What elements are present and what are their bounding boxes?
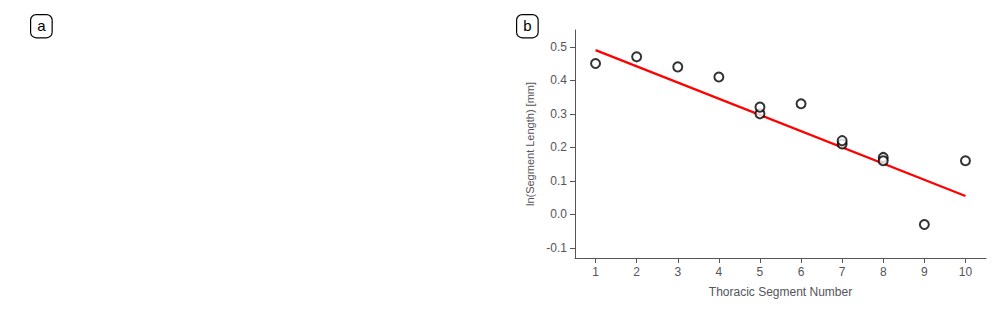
svg-text:4: 4	[716, 265, 723, 279]
svg-text:6: 6	[798, 265, 805, 279]
svg-text:10: 10	[959, 265, 973, 279]
svg-text:9: 9	[921, 265, 928, 279]
svg-text:a: a	[37, 17, 46, 34]
svg-text:2: 2	[633, 265, 640, 279]
svg-text:8: 8	[880, 265, 887, 279]
svg-text:b: b	[523, 17, 531, 34]
svg-text:Thoracic Segment Number: Thoracic Segment Number	[709, 285, 852, 299]
svg-text:5: 5	[757, 265, 764, 279]
svg-text:0.2: 0.2	[550, 140, 567, 154]
svg-text:0.1: 0.1	[550, 174, 567, 188]
svg-text:0.3: 0.3	[550, 107, 567, 121]
svg-text:0.4: 0.4	[550, 73, 567, 87]
svg-text:-0.1: -0.1	[546, 241, 567, 255]
svg-text:7: 7	[839, 265, 846, 279]
svg-text:ln(Segment Length) [mm]: ln(Segment Length) [mm]	[524, 82, 536, 206]
svg-text:0.0: 0.0	[550, 207, 567, 221]
svg-text:0.5: 0.5	[550, 40, 567, 54]
svg-text:3: 3	[674, 265, 681, 279]
svg-text:1: 1	[592, 265, 599, 279]
